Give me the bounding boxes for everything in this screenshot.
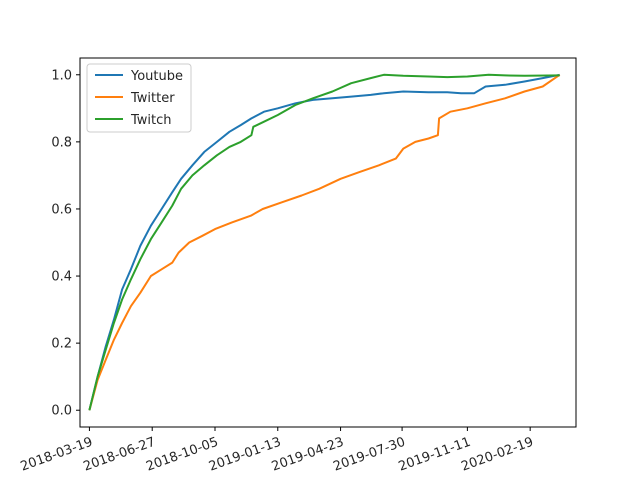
y-tick-label: 0.4 bbox=[51, 270, 72, 285]
legend-label-0: Youtube bbox=[130, 69, 183, 84]
y-tick-label: 0.2 bbox=[51, 337, 72, 352]
legend: Youtube Twitter Twitch bbox=[86, 63, 192, 133]
y-axis: 0.0 0.2 0.4 0.6 0.8 1.0 bbox=[51, 68, 80, 419]
plot-frame bbox=[79, 57, 577, 428]
x-axis: 2018-03-192018-06-272018-10-052019-01-13… bbox=[19, 427, 536, 475]
legend-entry-2: Twitch bbox=[95, 113, 172, 128]
series-line-youtube bbox=[88, 73, 560, 411]
y-tick-label: 0.0 bbox=[51, 404, 72, 419]
legend-entry-1: Twitter bbox=[95, 91, 175, 106]
series-line-twitter bbox=[88, 73, 561, 411]
series-line-twitch bbox=[88, 73, 560, 411]
y-tick-label: 1.0 bbox=[51, 68, 72, 83]
y-tick-label: 0.6 bbox=[51, 202, 72, 217]
legend-box bbox=[86, 63, 192, 133]
plot-lines bbox=[88, 73, 561, 411]
legend-label-2: Twitch bbox=[130, 113, 172, 128]
y-tick-label: 0.8 bbox=[51, 135, 72, 150]
legend-label-1: Twitter bbox=[130, 91, 175, 106]
legend-entry-0: Youtube bbox=[95, 69, 183, 84]
x-tick-label: 2020-02-19 bbox=[459, 435, 535, 475]
